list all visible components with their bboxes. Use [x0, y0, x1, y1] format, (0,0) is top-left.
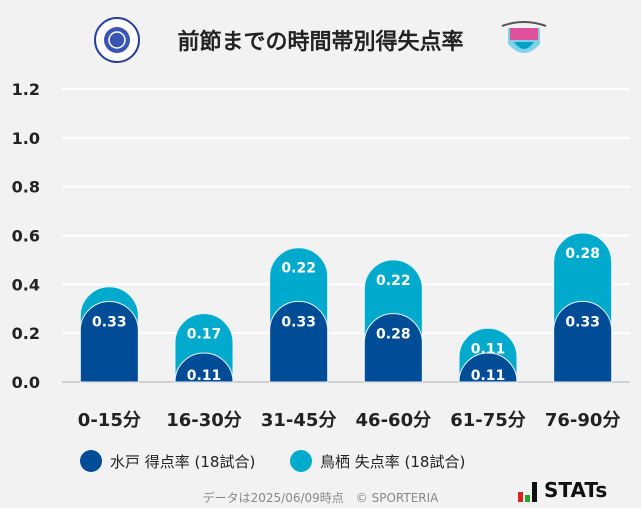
bar-mito — [553, 301, 613, 383]
brand-text: STATs — [544, 478, 608, 502]
data-label-tosu: 0.17 — [187, 327, 222, 343]
x-tick-label: 76-90分 — [545, 410, 621, 431]
data-label-mito: 0.33 — [281, 314, 316, 330]
bar-mito — [363, 313, 423, 383]
chart-title: 前節までの時間帯別得失点率 — [177, 30, 464, 55]
legend-label: 鳥栖 失点率 (18試合) — [320, 452, 466, 471]
data-label-mito: 0.11 — [187, 368, 222, 384]
legend-swatch — [80, 450, 102, 472]
y-tick-label: 0.6 — [12, 227, 40, 246]
stats-bars-icon — [518, 482, 537, 502]
y-tick-label: 0.2 — [12, 324, 40, 343]
data-label-tosu: 0.11 — [471, 341, 506, 357]
data-label-tosu: 0.22 — [281, 261, 316, 277]
bar-chart: 0.0 0.2 0.4 0.6 0.8 1.0 1.2 0.33 0-15分 0.11 0.17 16… — [12, 80, 630, 431]
legend-item-tosu: 鳥栖 失点率 (18試合) — [290, 450, 465, 472]
y-tick-label: 0.8 — [12, 178, 40, 197]
bar-mito — [79, 301, 139, 383]
legend-item-mito: 水戸 得点率 (18試合) — [80, 450, 255, 472]
bar-mito — [269, 301, 329, 383]
footer-note: データは2025/06/09時点 © SPORTERIA — [202, 491, 439, 505]
x-tick-label: 0-15分 — [78, 410, 141, 431]
data-label-mito: 0.33 — [565, 314, 600, 330]
stats-logo: STATs — [518, 478, 607, 502]
data-label-mito: 0.33 — [92, 314, 127, 330]
y-tick-label: 1.2 — [12, 80, 40, 99]
data-label-tosu: 0.22 — [376, 273, 411, 289]
mito-logo — [94, 17, 140, 63]
legend-swatch — [290, 450, 312, 472]
x-tick-label: 31-45分 — [261, 410, 337, 431]
y-tick-label: 0.0 — [12, 373, 40, 392]
tosu-logo — [501, 21, 547, 53]
x-tick-label: 61-75分 — [450, 410, 526, 431]
y-tick-label: 0.4 — [12, 275, 40, 294]
x-tick-label: 16-30分 — [166, 410, 242, 431]
data-label-tosu: 0.28 — [565, 246, 600, 262]
data-label-mito: 0.11 — [471, 368, 506, 384]
data-label-mito: 0.28 — [376, 327, 411, 343]
legend-label: 水戸 得点率 (18試合) — [110, 452, 256, 471]
bar-mito — [174, 352, 234, 383]
y-tick-label: 1.0 — [12, 129, 40, 148]
bar-mito — [458, 352, 518, 383]
x-tick-label: 46-60分 — [356, 410, 432, 431]
